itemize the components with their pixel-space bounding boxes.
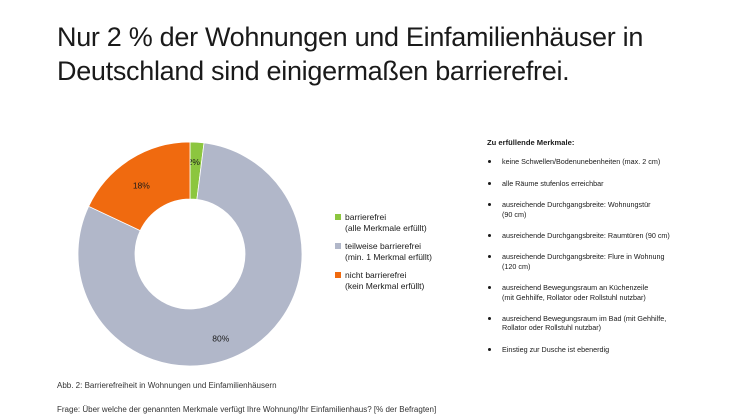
pie-slice [88, 141, 191, 232]
chart-legend: barrierefrei (alle Merkmale erfüllt) tei… [335, 212, 432, 299]
list-item: ausreichende Durchgangsbreite: Raumtüren… [487, 231, 737, 240]
list-item: ausreichende Durchgangsbreite: Wohnungst… [487, 200, 737, 219]
figure-caption: Abb. 2: Barrierefreiheit in Wohnungen un… [57, 381, 277, 390]
slice-data-label: 18% [133, 181, 150, 191]
list-item: alle Räume stufenlos erreichbar [487, 179, 737, 188]
legend-item-nicht: nicht barrierefrei (kein Merkmal erfüllt… [335, 270, 432, 292]
slice-data-label: 80% [212, 334, 229, 344]
legend-sublabel: (kein Merkmal erfüllt) [345, 281, 425, 291]
legend-swatch-teilweise [335, 243, 341, 249]
legend-sublabel: (min. 1 Merkmal erfüllt) [345, 252, 432, 262]
legend-label: teilweise barrierefrei [345, 241, 422, 251]
list-item: ausreichend Bewegungsraum im Bad (mit Ge… [487, 314, 737, 333]
donut-chart: 2% 80% 18% [77, 141, 303, 367]
list-item: ausreichende Durchgangsbreite: Flure in … [487, 252, 737, 271]
list-item: Einstieg zur Dusche ist ebenerdig [487, 345, 737, 354]
pie-slice [77, 142, 303, 367]
criteria-list: keine Schwellen/Bodenunebenheiten (max. … [487, 157, 737, 354]
list-item: keine Schwellen/Bodenunebenheiten (max. … [487, 157, 737, 166]
list-item: ausreichend Bewegungsraum an Küchenzeile… [487, 283, 737, 302]
title-line-2: Deutschland sind einigermaßen barrierefr… [57, 56, 570, 86]
title-line-1: Nur 2 % der Wohnungen und Einfamilienhäu… [57, 22, 644, 52]
criteria-title: Zu erfüllende Merkmale: [487, 138, 575, 147]
survey-question: Frage: Über welche der genannten Merkmal… [57, 405, 437, 414]
legend-item-teilweise: teilweise barrierefrei (min. 1 Merkmal e… [335, 241, 432, 263]
page-title: Nur 2 % der Wohnungen und Einfamilienhäu… [57, 20, 717, 88]
legend-item-barrierefrei: barrierefrei (alle Merkmale erfüllt) [335, 212, 432, 234]
legend-sublabel: (alle Merkmale erfüllt) [345, 223, 427, 233]
slice-data-label: 2% [188, 157, 201, 167]
legend-swatch-barrierefrei [335, 214, 341, 220]
criteria-panel: Zu erfüllende Merkmale: keine Schwellen/… [487, 138, 737, 366]
legend-label: nicht barrierefrei [345, 270, 407, 280]
legend-swatch-nicht [335, 272, 341, 278]
legend-label: barrierefrei [345, 212, 387, 222]
